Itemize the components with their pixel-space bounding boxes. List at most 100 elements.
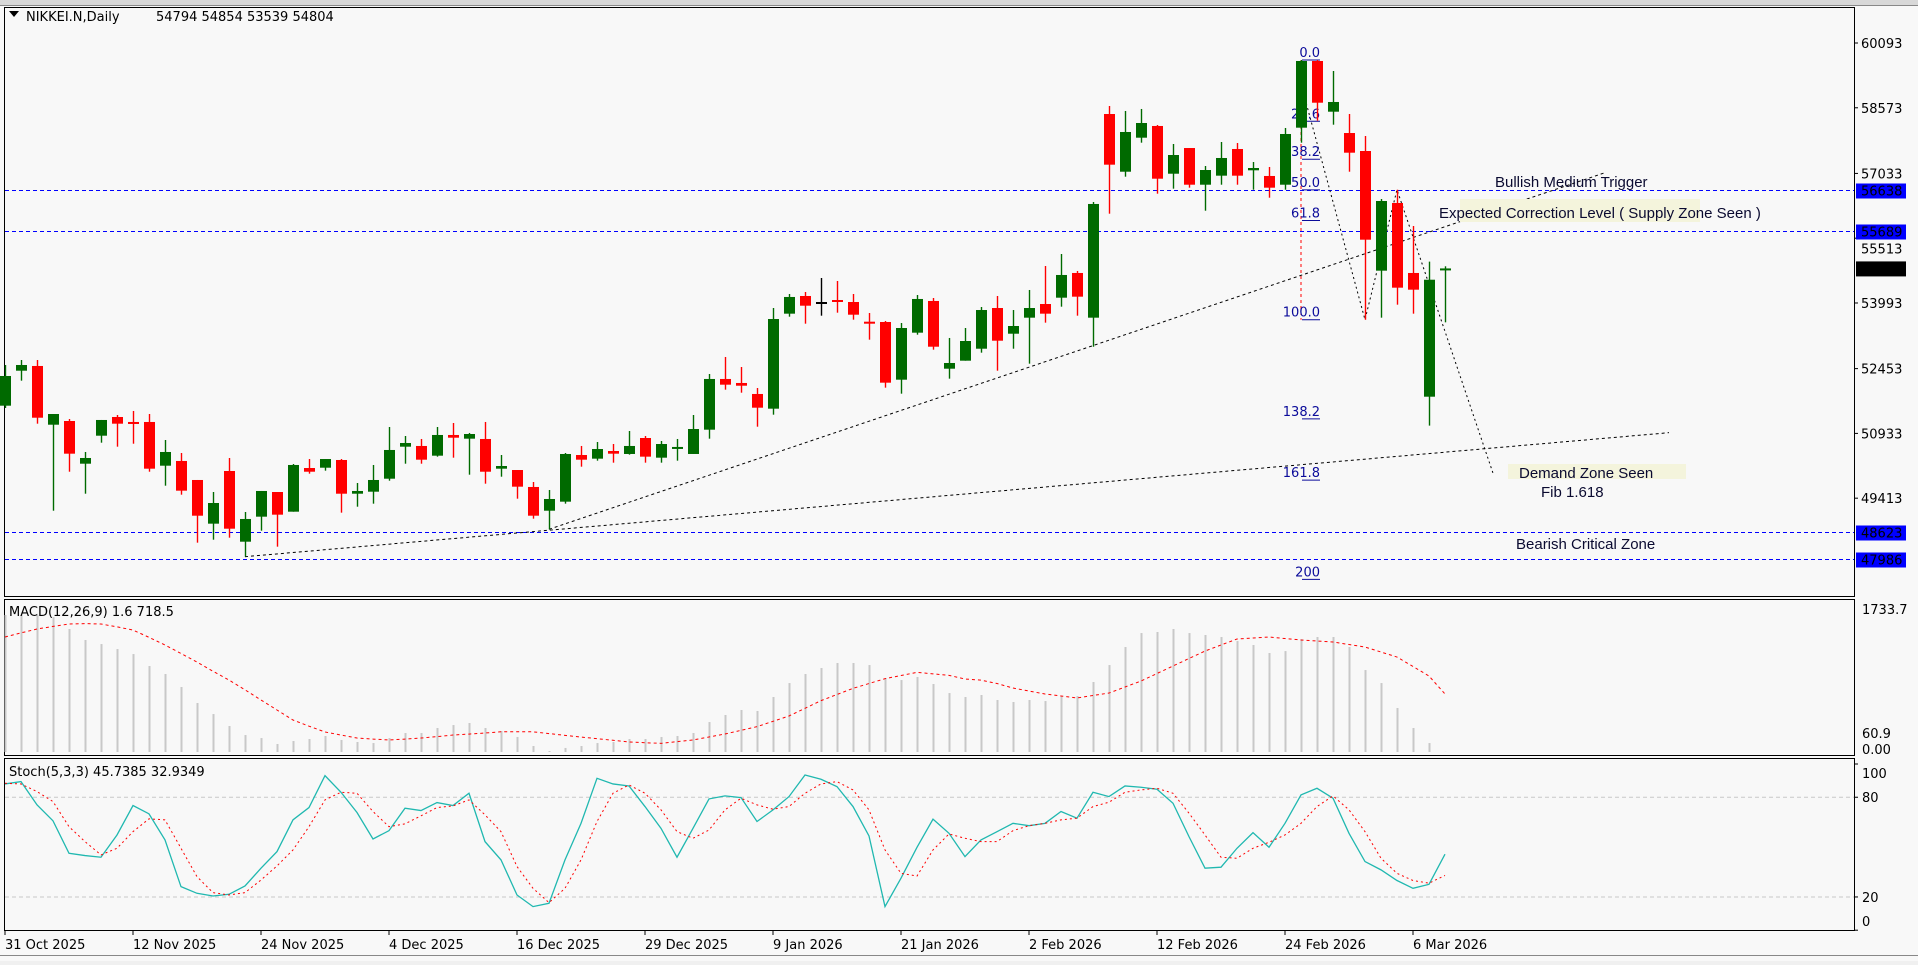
candle[interactable]: [288, 464, 299, 512]
candle[interactable]: [368, 464, 379, 504]
candle[interactable]: [960, 327, 971, 361]
candle[interactable]: [1024, 289, 1035, 364]
candle[interactable]: [1392, 189, 1403, 305]
candle[interactable]: [880, 321, 891, 388]
candle-body: [0, 375, 11, 406]
candle[interactable]: [656, 440, 667, 463]
candle[interactable]: [224, 457, 235, 538]
candle[interactable]: [1408, 226, 1419, 314]
candle[interactable]: [928, 297, 939, 350]
candle[interactable]: [304, 459, 315, 474]
candle[interactable]: [768, 308, 779, 415]
candle[interactable]: [992, 295, 1003, 371]
candle[interactable]: [1184, 148, 1195, 188]
candle[interactable]: [1072, 270, 1083, 316]
candle[interactable]: [96, 419, 107, 443]
candle[interactable]: [608, 444, 619, 463]
candle[interactable]: [1104, 105, 1115, 214]
candle[interactable]: [1120, 110, 1131, 177]
candle[interactable]: [448, 422, 459, 458]
candle[interactable]: [864, 312, 875, 340]
trendline[interactable]: [244, 432, 1670, 558]
candle[interactable]: [1088, 202, 1099, 347]
candle[interactable]: [976, 306, 987, 353]
candle[interactable]: [1328, 71, 1339, 125]
candle[interactable]: [112, 414, 123, 447]
candle[interactable]: [672, 438, 683, 461]
candle[interactable]: [1360, 135, 1371, 320]
candle[interactable]: [912, 295, 923, 335]
candle[interactable]: [1376, 198, 1387, 318]
candle[interactable]: [32, 360, 43, 424]
candle[interactable]: [704, 373, 715, 439]
candle[interactable]: [48, 414, 59, 511]
macd-axis-min: 60.9: [1862, 727, 1891, 742]
candle[interactable]: [240, 511, 251, 557]
candle[interactable]: [1168, 144, 1179, 189]
candle[interactable]: [560, 453, 571, 504]
candle[interactable]: [400, 435, 411, 464]
candle[interactable]: [128, 410, 139, 444]
candle[interactable]: [640, 435, 651, 463]
candle[interactable]: [192, 479, 203, 543]
candle[interactable]: [1296, 60, 1307, 143]
candle[interactable]: [528, 481, 539, 519]
candle[interactable]: [176, 453, 187, 495]
candle[interactable]: [1424, 261, 1435, 426]
candle[interactable]: [544, 489, 555, 530]
date-axis[interactable]: 31 Oct 2025 12 Nov 2025 24 Nov 2025 4 Dec 2…: [4, 931, 1487, 953]
candle[interactable]: [1312, 60, 1323, 121]
candle[interactable]: [720, 356, 731, 390]
candle[interactable]: [384, 427, 395, 481]
main-pane[interactable]: [4, 7, 1855, 597]
candle[interactable]: [1200, 166, 1211, 211]
candle[interactable]: [1040, 265, 1051, 323]
candle[interactable]: [1056, 254, 1067, 307]
candle[interactable]: [80, 451, 91, 494]
candle[interactable]: [1280, 127, 1291, 190]
candle[interactable]: [1152, 125, 1163, 194]
candle[interactable]: [688, 414, 699, 454]
candle[interactable]: [784, 293, 795, 317]
candle[interactable]: [624, 431, 635, 455]
candle[interactable]: [848, 293, 859, 320]
candle[interactable]: [432, 427, 443, 457]
candle[interactable]: [1136, 108, 1147, 143]
candle[interactable]: [1232, 142, 1243, 185]
candle[interactable]: [464, 432, 475, 475]
price-axis[interactable]: 60093 58573 57033 55513 53993 52453 50933 49413…: [1854, 37, 1906, 569]
candle[interactable]: [256, 490, 267, 531]
candle[interactable]: [1440, 266, 1451, 323]
candle[interactable]: [944, 337, 955, 379]
candle[interactable]: [416, 438, 427, 464]
candle[interactable]: [16, 360, 27, 381]
candle[interactable]: [208, 492, 219, 540]
candle[interactable]: [752, 388, 763, 427]
stoch-pane[interactable]: [4, 758, 1855, 931]
candle[interactable]: [1344, 114, 1355, 172]
triangle-down-icon[interactable]: [9, 11, 19, 17]
candle[interactable]: [576, 445, 587, 467]
candle[interactable]: [816, 278, 827, 316]
candle[interactable]: [320, 459, 331, 471]
candle[interactable]: [800, 291, 811, 324]
candle[interactable]: [1264, 166, 1275, 198]
candle[interactable]: [0, 364, 11, 408]
candle[interactable]: [1248, 161, 1259, 190]
candle[interactable]: [496, 455, 507, 477]
candle[interactable]: [336, 459, 347, 513]
candle[interactable]: [1008, 310, 1019, 349]
candle[interactable]: [352, 483, 363, 507]
candle[interactable]: [480, 421, 491, 484]
candle[interactable]: [1216, 142, 1227, 185]
candle[interactable]: [512, 470, 523, 499]
candle[interactable]: [736, 366, 747, 393]
candle[interactable]: [64, 418, 75, 472]
candle[interactable]: [272, 492, 283, 547]
candle[interactable]: [160, 440, 171, 486]
candle[interactable]: [144, 414, 155, 472]
candle[interactable]: [592, 442, 603, 461]
candle[interactable]: [896, 323, 907, 394]
candle[interactable]: [832, 280, 843, 313]
